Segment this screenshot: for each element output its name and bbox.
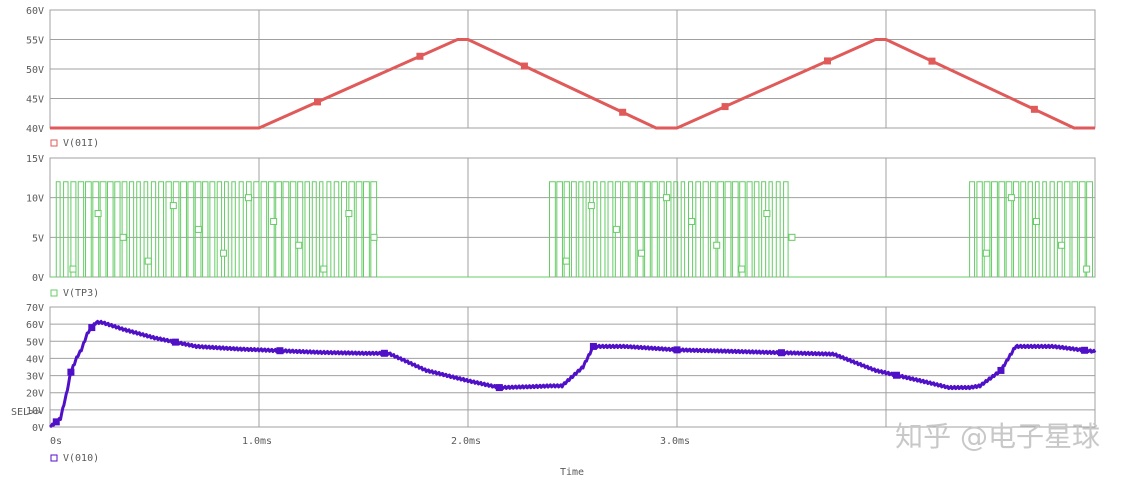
vtp3-marker xyxy=(69,265,77,273)
vtp3-marker xyxy=(345,210,353,218)
y-tick-label: 20V xyxy=(26,389,44,400)
legend-label-bottom: V(010) xyxy=(63,453,99,464)
v010-marker xyxy=(997,366,1005,374)
series-layer xyxy=(49,38,1097,429)
y-tick-label: 0V xyxy=(32,423,44,434)
v010-marker xyxy=(495,384,503,392)
x-tick-label: 0s xyxy=(50,436,62,447)
v01i-marker xyxy=(928,57,936,65)
y-tick-label: 60V xyxy=(26,320,44,331)
y-tick-label: 10V xyxy=(26,194,44,205)
vtp3-trace xyxy=(50,181,1095,278)
y-tick-label: 40V xyxy=(26,124,44,135)
y-tick-label: 15V xyxy=(26,154,44,165)
legend-label-middle: V(TP3) xyxy=(63,288,99,299)
v01i-marker xyxy=(823,57,831,65)
v010-marker xyxy=(171,338,179,346)
watermark: 知乎 @电子星球 xyxy=(895,420,1100,453)
v010-marker xyxy=(52,418,60,426)
vtp3-marker xyxy=(738,265,746,273)
vtp3-marker xyxy=(370,233,378,241)
vtp3-marker xyxy=(637,249,645,257)
y-tick-label: 45V xyxy=(26,95,44,106)
select-marker[interactable]: SEL>> xyxy=(11,407,41,418)
y-tick-label: 40V xyxy=(26,354,44,365)
y-tick-label: 5V xyxy=(32,233,44,244)
v010-marker xyxy=(88,324,96,332)
vtp3-marker xyxy=(1083,265,1091,273)
x-tick-label: 1.0ms xyxy=(242,436,272,447)
vtp3-marker xyxy=(562,257,570,265)
x-axis-title: Time xyxy=(560,467,584,478)
vtp3-marker xyxy=(587,202,595,210)
y-tick-label: 0V xyxy=(32,273,44,284)
v010-marker xyxy=(1081,346,1089,354)
vtp3-marker xyxy=(219,249,227,257)
y-tick-label: 60V xyxy=(26,6,44,17)
vtp3-marker xyxy=(713,241,721,249)
v01i-marker xyxy=(520,62,528,70)
v010-marker xyxy=(778,349,785,357)
panel-middle-frame xyxy=(49,157,1096,278)
vtp3-marker xyxy=(270,217,278,225)
vtp3-marker xyxy=(245,194,253,202)
x-tick-label: 2.0ms xyxy=(451,436,481,447)
v010-marker xyxy=(380,349,388,357)
legend-swatch-bottom xyxy=(50,454,58,462)
v010-marker xyxy=(276,347,284,355)
grid-lines xyxy=(50,10,1095,427)
v010-marker xyxy=(67,368,75,376)
v01i-marker xyxy=(314,98,322,106)
v010-marker xyxy=(673,346,681,354)
vtp3-marker xyxy=(194,225,202,233)
v010-marker xyxy=(589,342,597,350)
vtp3-marker xyxy=(1032,217,1040,225)
vtp3-marker xyxy=(295,241,303,249)
vtp3-marker xyxy=(144,257,152,265)
vtp3-marker xyxy=(1058,241,1066,249)
v010-marker xyxy=(892,371,900,379)
y-tick-label: 30V xyxy=(26,372,44,383)
v01i-marker xyxy=(416,52,424,60)
vtp3-marker xyxy=(982,249,990,257)
vtp3-marker xyxy=(94,210,102,218)
v010-trace xyxy=(49,319,1097,429)
vtp3-marker xyxy=(320,265,328,273)
vtp3-marker xyxy=(763,210,771,218)
vtp3-marker xyxy=(688,217,696,225)
y-tick-label: 50V xyxy=(26,65,44,76)
vtp3-marker xyxy=(663,194,671,202)
vtp3-marker xyxy=(788,233,796,241)
vtp3-marker xyxy=(1007,194,1015,202)
vtp3-marker xyxy=(612,225,620,233)
legend-label-top: V(01I) xyxy=(63,138,99,149)
panel-bottom-frame xyxy=(49,306,1096,428)
x-tick-label: 3.0ms xyxy=(660,436,690,447)
v01i-trace xyxy=(50,38,1095,130)
vtp3-marker xyxy=(169,202,177,210)
vtp3-marker xyxy=(119,233,127,241)
legend-swatch-top xyxy=(50,139,58,147)
y-tick-label: 55V xyxy=(26,36,44,47)
tick-labels: 40V 45V 50V 55V 60V 0V 5V 10V 15V 0V 10V 20V 30V 40V 5… xyxy=(26,6,690,447)
v01i-marker xyxy=(721,103,729,111)
legend-swatch-middle xyxy=(50,289,58,297)
v01i-marker xyxy=(1030,105,1038,113)
y-tick-label: 10V xyxy=(26,406,44,417)
v01i-marker xyxy=(619,108,627,116)
y-tick-label: 50V xyxy=(26,337,44,348)
y-tick-label: 70V xyxy=(26,303,44,314)
